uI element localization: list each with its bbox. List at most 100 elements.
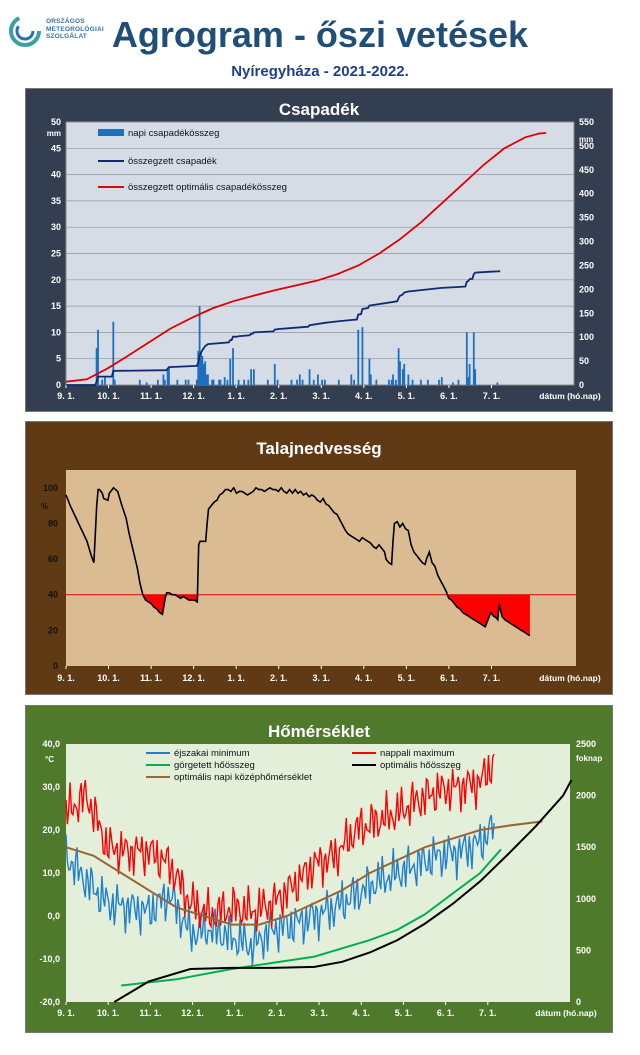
y2-tick-label: 450 [579, 165, 594, 175]
precip-bar [202, 363, 205, 385]
x-tick-label: 12. 1. [182, 391, 205, 401]
x-tick-label: 2. 1. [270, 673, 288, 683]
precip-bar [399, 361, 401, 385]
legend-label-bar: napi csapadékösszeg [128, 128, 219, 139]
precip-bar [276, 379, 279, 385]
x-tick-label: 10. 1. [97, 1008, 120, 1018]
precip-bar [296, 379, 298, 385]
y-tick-label: 10,0 [42, 868, 60, 878]
precip-bar [298, 374, 301, 385]
precip-bar [138, 379, 141, 385]
x-tick-label: 5. 1. [398, 673, 416, 683]
deficit-fill [66, 594, 530, 636]
precip-bar [104, 377, 106, 385]
precip-bar [353, 379, 355, 385]
precip-bar [474, 369, 477, 385]
precip-bar [198, 306, 201, 385]
precip-bar [229, 358, 232, 385]
precip-chart: Csapadék05101520253035404550050100150200… [47, 100, 601, 401]
y2-tick-label: 2000 [576, 791, 596, 801]
x-tick-label: 5. 1. [395, 1008, 413, 1018]
precip-bar [403, 363, 406, 385]
y-tick-label: 5 [56, 354, 61, 364]
precip-bar [323, 379, 326, 385]
precip-bar [407, 374, 410, 385]
precip-bar [465, 332, 468, 385]
x-axis-label: dátum (hó.nap) [535, 1008, 597, 1018]
precip-bar [361, 327, 364, 385]
y-tick-label: 0,0 [47, 911, 60, 921]
precip-bar [243, 379, 246, 385]
precip-bar [394, 379, 397, 385]
precip-bar [197, 350, 200, 385]
precip-bar [212, 379, 215, 385]
precip-bar [411, 379, 414, 385]
precip-bar [301, 379, 304, 385]
x-axis-label: dátum (hó.nap) [539, 391, 601, 401]
precip-bar [218, 379, 220, 385]
precip-bar [250, 369, 253, 385]
y-tick-label: 20 [48, 625, 58, 635]
opt-mean-line [65, 820, 543, 926]
precip-bar [226, 379, 229, 385]
y-tick-label: 50 [51, 117, 61, 127]
precip-bar [211, 379, 214, 385]
x-tick-label: 3. 1. [310, 1008, 328, 1018]
legend-opt-heat-label: optimális hőösszeg [380, 760, 461, 771]
y2-tick-label: 400 [579, 189, 594, 199]
y2-tick-label: 250 [579, 260, 594, 270]
precip-bar [472, 332, 475, 385]
temp-panel: Hőmérséklet -20,0 -10,0 0,0 10,0 20,0 30,0 40,0… [25, 705, 613, 1033]
precip-bar [168, 366, 170, 385]
x-tick-label: 9. 1. [57, 673, 75, 683]
precip-bar [321, 379, 323, 385]
precip-bar [390, 379, 393, 385]
precip-bar [163, 379, 166, 385]
soil-panel: Talajnedvesség 0 20 40 60 80 100% 9. 1. 10. 1. 11… [25, 421, 613, 695]
legend-label-opt: összegzett optimális csapadékösszeg [128, 182, 287, 193]
chart-title: Talajnedvesség [256, 439, 381, 458]
y2-tick-label: 300 [579, 237, 594, 247]
precip-bar [457, 379, 460, 385]
precip-bar [200, 353, 202, 385]
page-title: Agrogram - őszi vetések [111, 14, 529, 55]
legend-day-max-label: nappali maximum [380, 748, 455, 759]
precip-bar [162, 374, 165, 385]
y-tick-label: 40 [48, 590, 58, 600]
legend-night-min-label: éjszakai minimum [174, 748, 250, 759]
y-tick-label: 25 [51, 249, 61, 259]
precip-panel: Csapadék 0 5 10 15 20 25 30 35 40 45 50 0 50 100 150 200… [25, 88, 613, 412]
legend-opt-mean-label: optimális napi középhőmérséklet [174, 772, 312, 783]
logo-line-2: METEOROLÓGIAI [46, 25, 104, 33]
y-tick-label: 30 [51, 222, 61, 232]
precip-bar [113, 379, 116, 385]
precip-bar [308, 369, 311, 385]
y-tick-label: 45 [51, 143, 61, 153]
y2-axis-unit: foknap [576, 754, 602, 763]
precip-bar [97, 329, 99, 385]
x-tick-label: 2. 1. [270, 391, 288, 401]
precip-bar [187, 379, 190, 385]
y-tick-label: 20 [51, 275, 61, 285]
precip-bar [156, 379, 159, 385]
precip-bar [101, 379, 104, 385]
precip-bar [184, 379, 187, 385]
precip-bar [112, 321, 115, 385]
precip-bar [369, 374, 372, 385]
precip-bar [204, 361, 207, 385]
logo-line-1: ORSZÁGOS [46, 18, 85, 25]
opt-heat-line [113, 779, 573, 1003]
y2-tick-label: 1000 [576, 894, 596, 904]
y-tick-label: 10 [51, 327, 61, 337]
page-subtitle: Nyíregyháza - 2021-2022. [231, 63, 409, 80]
chart-title: Csapadék [279, 100, 360, 119]
x-tick-label: 1. 1. [227, 391, 245, 401]
precip-bar [426, 379, 429, 385]
legend-rolling-heat-label: görgetett hőösszeg [174, 760, 255, 771]
precip-bar [290, 379, 293, 385]
day-max-line [65, 753, 495, 932]
precip-bar [176, 379, 179, 385]
opt-precip-line [65, 132, 547, 383]
plot-area [66, 744, 570, 1002]
y2-tick-label: 500 [579, 141, 594, 151]
